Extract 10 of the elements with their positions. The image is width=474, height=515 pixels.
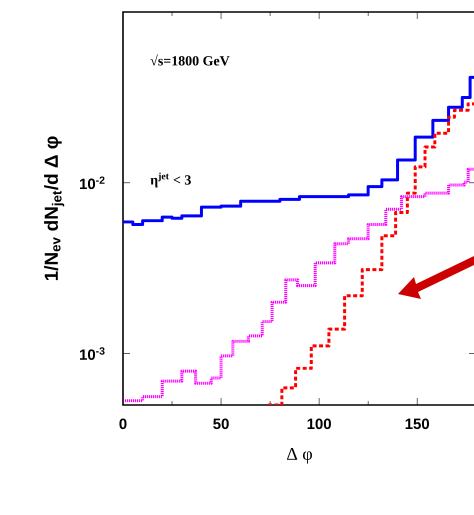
annotation: √s=1800 GeV bbox=[150, 54, 230, 66]
x-tick-label: 50 bbox=[213, 418, 229, 430]
x-axis-title: Δ φ bbox=[287, 448, 312, 464]
annotation: η$^{jet}$ < 3 bbox=[150, 172, 191, 188]
x-tick-label: 150 bbox=[406, 418, 430, 430]
y-tick-label: 10$^{-3}$ bbox=[80, 347, 105, 360]
y-tick-label: 10$^{-2}$ bbox=[80, 176, 105, 190]
x-tick-label: 0 bbox=[119, 418, 127, 430]
y-axis-title: 1/N$_{ev}$ dN$_{jet}$/d Δ φ bbox=[44, 136, 64, 280]
x-tick-label: 100 bbox=[308, 418, 331, 430]
